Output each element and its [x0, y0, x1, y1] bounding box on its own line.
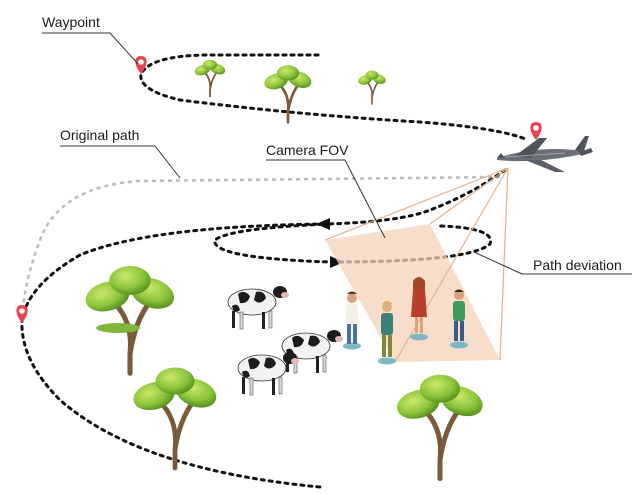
person-icon: [343, 291, 361, 350]
waypoint-label: Waypoint: [42, 14, 100, 30]
loop-arrow-left: [316, 218, 330, 230]
cow-icon: [227, 285, 290, 330]
map-pin-icon: [16, 305, 28, 323]
tree-icon: [82, 266, 178, 373]
tree-icon: [192, 58, 228, 98]
original-path-label: Original path: [60, 127, 139, 143]
callout-leaders: [42, 32, 632, 275]
map-pin-icon: [135, 56, 147, 74]
tree-icon: [130, 368, 220, 469]
flight-path-main: [20, 168, 507, 489]
cow-icon: [237, 351, 300, 396]
flight-path-upper: [139, 53, 530, 142]
camera-fov-rays: [324, 167, 509, 363]
person-icon: [450, 289, 468, 349]
original-path-line: [20, 175, 501, 316]
tree-shadow: [96, 323, 140, 333]
path-deviation-label: Path deviation: [533, 257, 622, 273]
person-icon: [378, 301, 396, 365]
person-icon: [410, 277, 428, 341]
camera-fov-label: Camera FOV: [266, 142, 349, 158]
tree-icon: [394, 375, 487, 479]
loop-arrow-right: [330, 256, 344, 268]
cow-icon: [281, 329, 344, 374]
tree-icon: [356, 69, 388, 105]
map-pin-icon: [530, 122, 542, 140]
fixed-wing-drone-icon: [497, 136, 593, 172]
path-deviation-loop: [213, 222, 493, 264]
